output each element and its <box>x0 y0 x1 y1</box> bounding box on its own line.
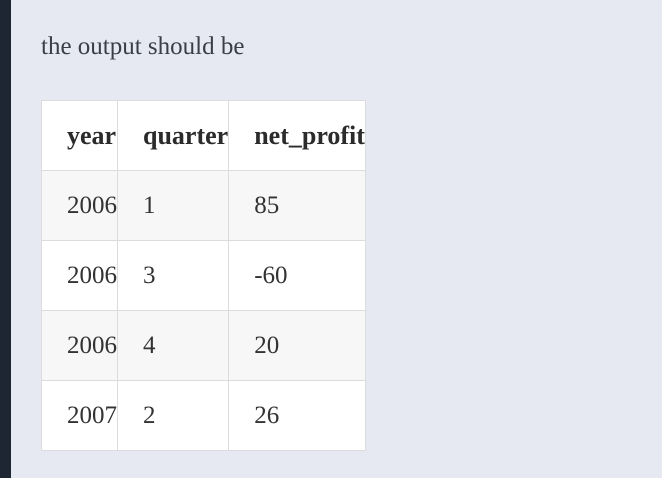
column-header-year: year <box>41 100 118 171</box>
intro-text: the output should be <box>41 33 245 60</box>
table-row: 2006 3 -60 <box>41 240 366 311</box>
table-row: 2007 2 26 <box>41 380 366 451</box>
table-cell: 3 <box>116 240 230 311</box>
table-cell: 2006 <box>41 310 118 381</box>
table-cell: 20 <box>228 310 366 381</box>
table-cell: 2006 <box>41 170 118 241</box>
table-cell: 1 <box>116 170 230 241</box>
table-row: 2006 4 20 <box>41 310 366 381</box>
table-cell: 2006 <box>41 240 118 311</box>
column-header-quarter: quarter <box>116 100 230 171</box>
table-cell: 4 <box>116 310 230 381</box>
output-table: year quarter net_profit 2006 1 85 2006 3… <box>41 100 366 451</box>
table-row: 2006 1 85 <box>41 170 366 241</box>
left-edge-bar <box>0 0 11 478</box>
table-cell: -60 <box>228 240 366 311</box>
table-cell: 26 <box>228 380 366 451</box>
table-cell: 2 <box>116 380 230 451</box>
column-header-net-profit: net_profit <box>228 100 366 171</box>
content-area: the output should be year quarter net_pr… <box>41 30 366 451</box>
table-header-row: year quarter net_profit <box>41 100 366 171</box>
table-cell: 85 <box>228 170 366 241</box>
table-cell: 2007 <box>41 380 118 451</box>
